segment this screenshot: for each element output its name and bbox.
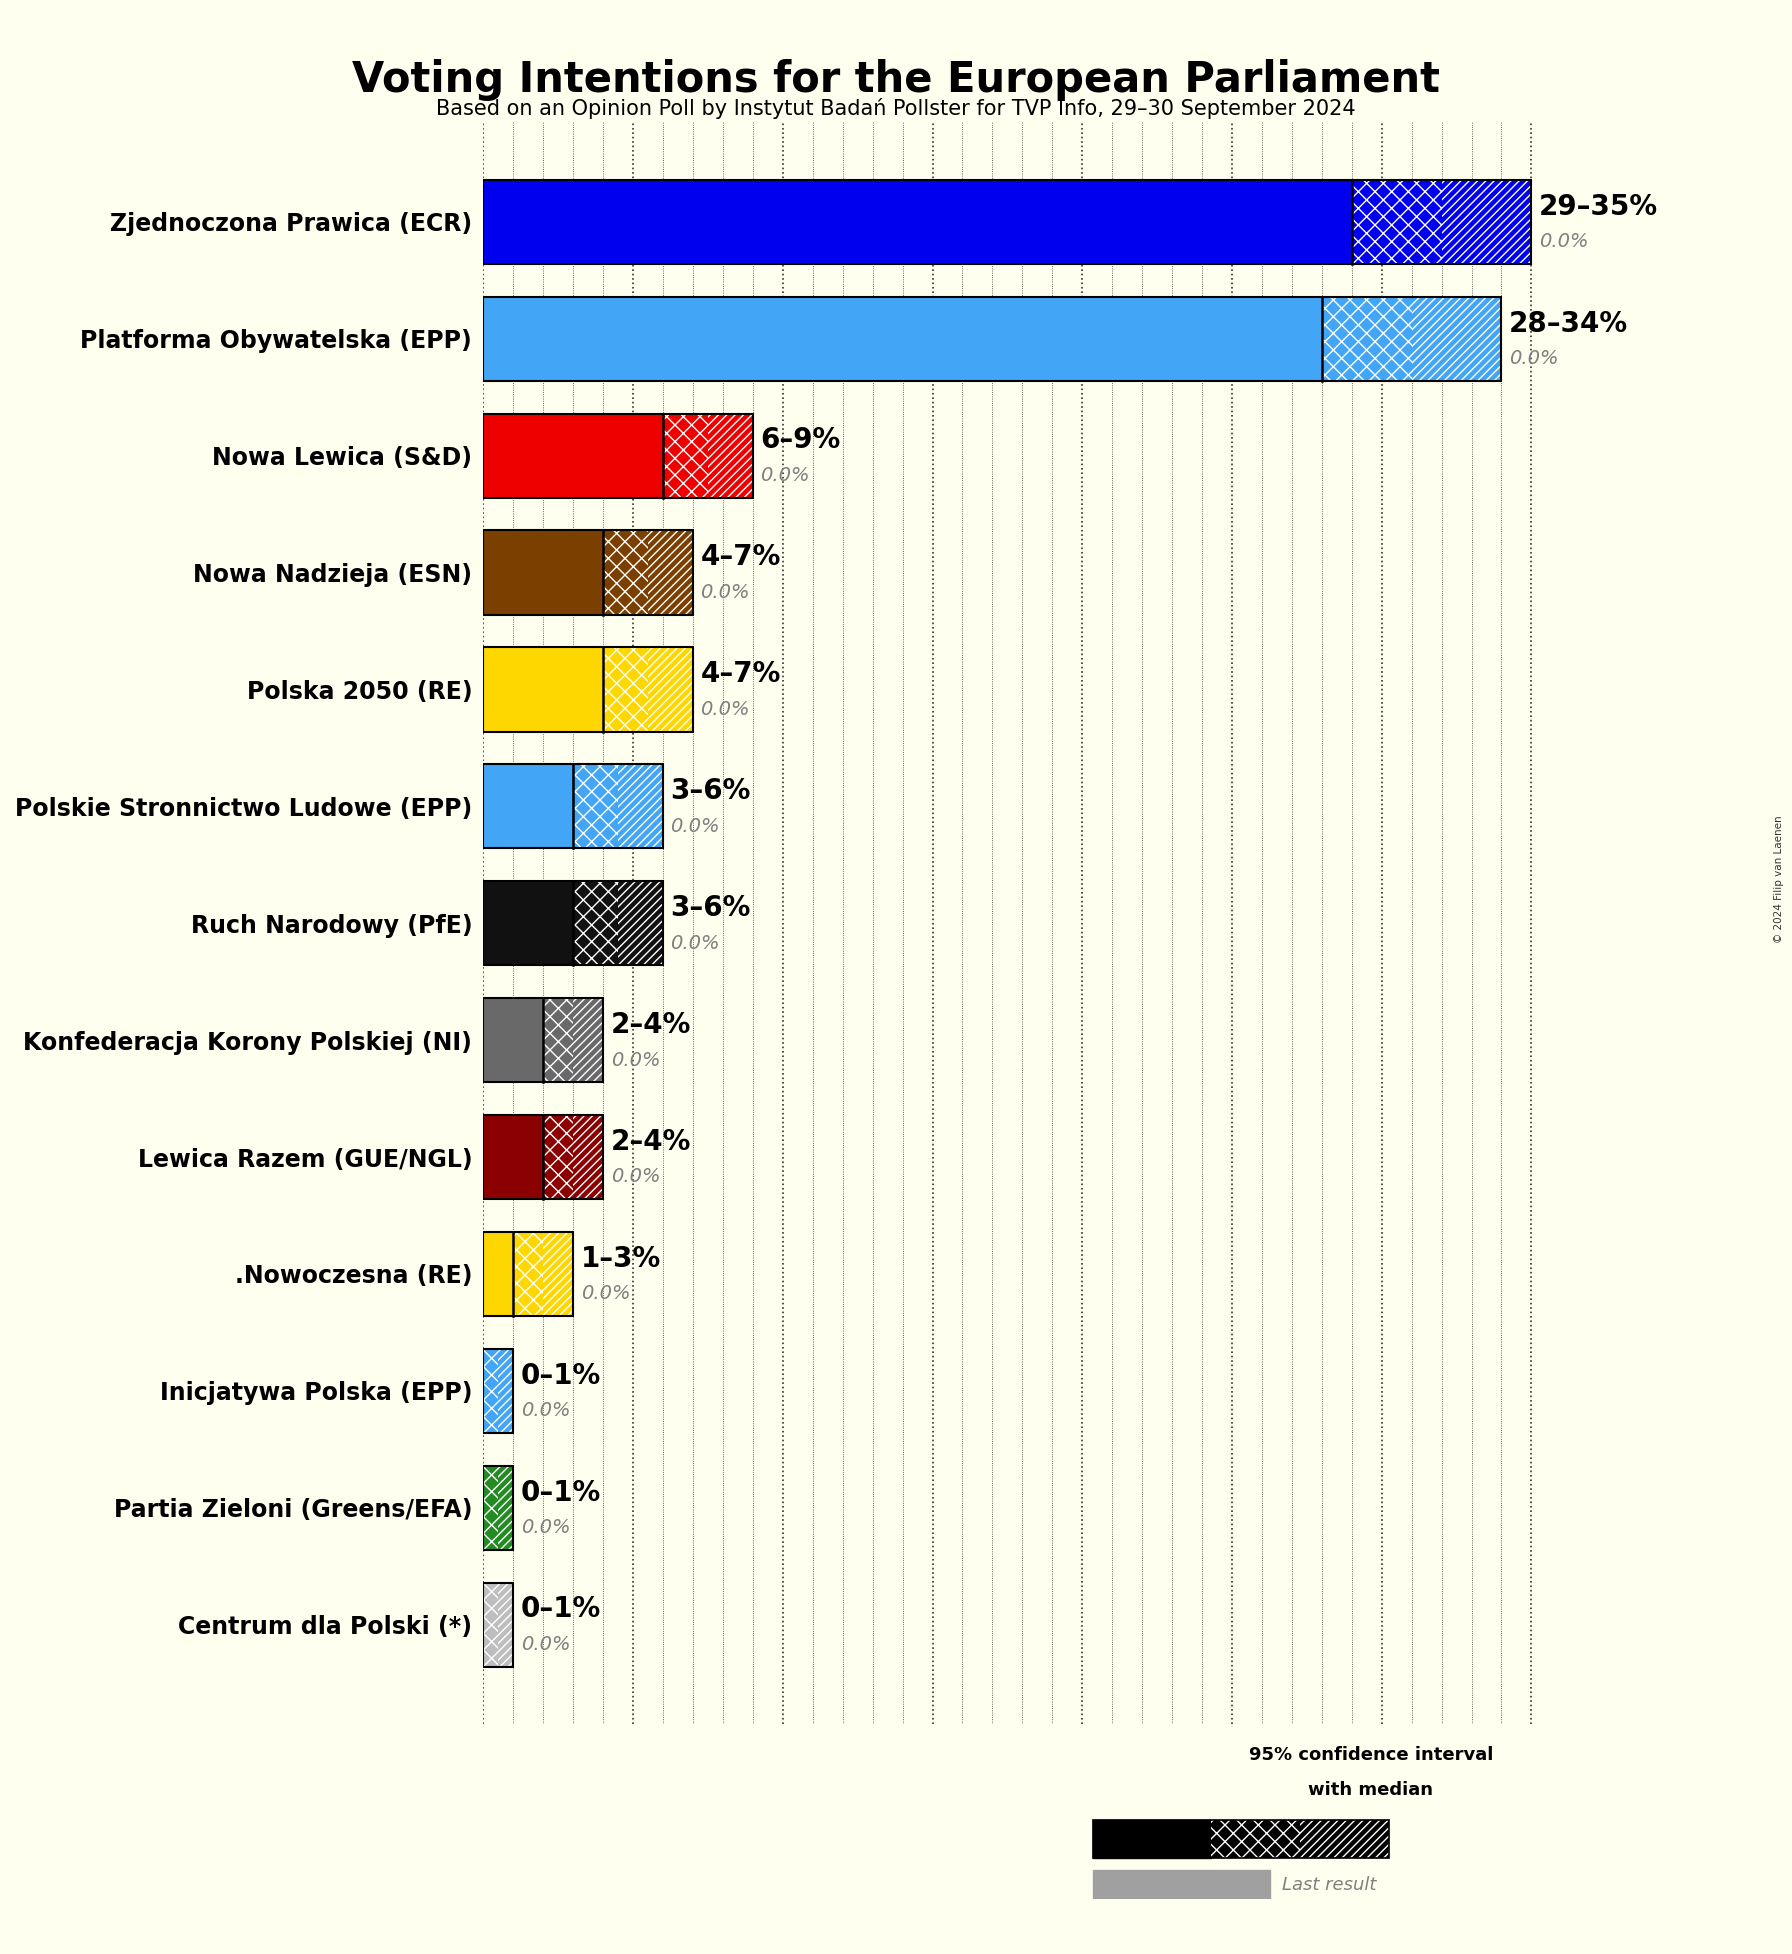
Text: Based on an Opinion Poll by Instytut Badań Pollster for TVP Info, 29–30 Septembe: Based on an Opinion Poll by Instytut Bad… xyxy=(435,98,1357,119)
Bar xyxy=(484,647,604,731)
Bar xyxy=(618,764,663,848)
Text: 0.0%: 0.0% xyxy=(1539,233,1588,252)
Bar xyxy=(708,414,753,498)
Bar xyxy=(484,180,1351,264)
Bar xyxy=(484,180,1532,264)
Bar xyxy=(498,1466,513,1550)
Bar xyxy=(1412,297,1502,381)
Text: Last result: Last result xyxy=(1283,1876,1376,1893)
Text: 0.0%: 0.0% xyxy=(581,1284,631,1303)
Text: 0–1%: 0–1% xyxy=(521,1479,600,1507)
Bar xyxy=(573,998,604,1083)
Bar xyxy=(484,1466,513,1550)
Text: 2–4%: 2–4% xyxy=(611,1010,692,1040)
Text: 4–7%: 4–7% xyxy=(701,543,781,571)
Bar xyxy=(484,414,753,498)
Text: 4–7%: 4–7% xyxy=(701,660,781,688)
Bar xyxy=(484,414,663,498)
Bar xyxy=(543,1231,573,1317)
Text: 29–35%: 29–35% xyxy=(1539,193,1658,221)
Bar xyxy=(484,297,1502,381)
Bar xyxy=(543,998,573,1083)
Bar xyxy=(484,1231,513,1317)
Bar xyxy=(484,1466,498,1550)
Bar xyxy=(484,1231,573,1317)
Text: with median: with median xyxy=(1308,1780,1434,1800)
Bar xyxy=(484,881,573,965)
Text: 0.0%: 0.0% xyxy=(521,1635,570,1655)
Bar xyxy=(543,1116,573,1200)
Bar xyxy=(484,530,604,616)
Text: 6–9%: 6–9% xyxy=(760,426,840,455)
Bar xyxy=(1351,180,1441,264)
Text: 95% confidence interval: 95% confidence interval xyxy=(1249,1745,1493,1764)
Bar xyxy=(1093,1821,1211,1858)
Bar xyxy=(484,530,694,616)
Text: 0.0%: 0.0% xyxy=(611,1167,659,1186)
Bar xyxy=(604,530,649,616)
Bar xyxy=(663,414,708,498)
Bar xyxy=(484,1116,543,1200)
Bar xyxy=(498,1348,513,1432)
Bar xyxy=(484,1583,498,1667)
Bar xyxy=(1093,1870,1271,1899)
Bar xyxy=(1322,297,1412,381)
Text: 0.0%: 0.0% xyxy=(1509,350,1559,367)
Bar xyxy=(573,881,618,965)
Bar xyxy=(573,1116,604,1200)
Text: 0.0%: 0.0% xyxy=(670,817,720,836)
Text: 0.0%: 0.0% xyxy=(521,1401,570,1421)
Text: 0.0%: 0.0% xyxy=(670,934,720,954)
Bar xyxy=(618,881,663,965)
Bar xyxy=(604,647,649,731)
Text: 1–3%: 1–3% xyxy=(581,1245,661,1272)
Text: 0.0%: 0.0% xyxy=(521,1518,570,1538)
Bar xyxy=(484,1116,604,1200)
Bar xyxy=(484,297,1322,381)
Bar xyxy=(1441,180,1532,264)
Bar xyxy=(498,1583,513,1667)
Bar xyxy=(484,1348,513,1432)
Text: 0.0%: 0.0% xyxy=(701,582,751,602)
Bar xyxy=(484,998,543,1083)
Text: 0.0%: 0.0% xyxy=(611,1051,659,1069)
Text: 0.0%: 0.0% xyxy=(760,465,810,485)
Text: 2–4%: 2–4% xyxy=(611,1127,692,1157)
Text: © 2024 Filip van Laenen: © 2024 Filip van Laenen xyxy=(1774,815,1785,944)
Bar xyxy=(484,998,604,1083)
Text: 0–1%: 0–1% xyxy=(521,1596,600,1624)
Text: 3–6%: 3–6% xyxy=(670,895,751,922)
Text: 3–6%: 3–6% xyxy=(670,778,751,805)
Bar xyxy=(513,1231,543,1317)
Bar xyxy=(484,764,573,848)
Text: 0–1%: 0–1% xyxy=(521,1362,600,1389)
Text: 0.0%: 0.0% xyxy=(701,700,751,719)
Bar xyxy=(1299,1821,1389,1858)
Bar xyxy=(573,764,618,848)
Bar xyxy=(1093,1821,1389,1858)
Bar xyxy=(484,764,663,848)
Bar xyxy=(649,647,694,731)
Bar xyxy=(1211,1821,1299,1858)
Bar xyxy=(484,881,663,965)
Bar xyxy=(484,1583,513,1667)
Bar xyxy=(649,530,694,616)
Text: 28–34%: 28–34% xyxy=(1509,309,1629,338)
Text: Voting Intentions for the European Parliament: Voting Intentions for the European Parli… xyxy=(351,59,1441,100)
Bar xyxy=(484,1348,498,1432)
Bar xyxy=(484,647,694,731)
